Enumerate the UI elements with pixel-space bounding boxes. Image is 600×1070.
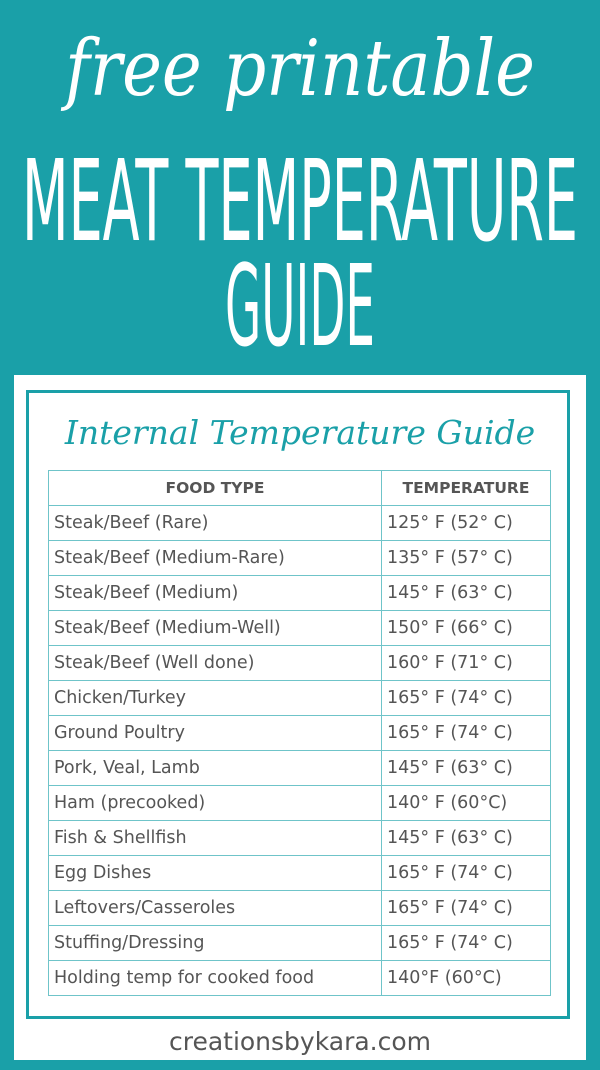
temperature: 165° F (74° C): [381, 855, 551, 891]
food-type: Steak/Beef (Well done): [48, 645, 382, 681]
header: free printable MEAT TEMPERATURE GUIDE: [22, 24, 578, 370]
card: Internal Temperature Guide FOOD TYPE TEM…: [14, 375, 586, 1060]
food-type: Steak/Beef (Medium): [48, 575, 382, 611]
table-row: Ground Poultry 165° F (74° C): [48, 715, 551, 751]
frame: [26, 390, 570, 1019]
food-type: Steak/Beef (Medium-Rare): [48, 540, 382, 576]
table-row: Leftovers/Casseroles 165° F (74° C): [48, 890, 551, 926]
temperature: 160° F (71° C): [381, 645, 551, 681]
temperature: 165° F (74° C): [381, 680, 551, 716]
table-row: Chicken/Turkey 165° F (74° C): [48, 680, 551, 716]
header-row: FOOD TYPE TEMPERATURE: [48, 470, 551, 506]
header-line: free printable: [61, 24, 535, 114]
temperature: 145° F (63° C): [381, 750, 551, 786]
footer: creationsbykara.com: [168, 1027, 432, 1056]
food-type: Pork, Veal, Lamb: [48, 750, 382, 786]
table-row: Steak/Beef (Well done) 160° F (71° C): [48, 645, 551, 681]
food-type: Fish & Shellfish: [48, 820, 382, 856]
header-line: GUIDE: [225, 242, 375, 370]
card-title: Internal Temperature Guide: [64, 413, 536, 452]
table: FOOD TYPE TEMPERATURE Steak/Beef (Rare) 1…: [48, 470, 551, 996]
food-type: Steak/Beef (Rare): [48, 505, 382, 541]
column-header: FOOD TYPE: [48, 470, 382, 506]
temperature: 145° F (63° C): [381, 820, 551, 856]
temperature: 165° F (74° C): [381, 890, 551, 926]
table-row: Egg Dishes 165° F (74° C): [48, 855, 551, 891]
food-type: Ham (precooked): [48, 785, 382, 821]
food-type: Holding temp for cooked food: [48, 960, 382, 996]
table-row: Ham (precooked) 140° F (60°C): [48, 785, 551, 821]
header-line: MEAT TEMPERATURE: [22, 137, 578, 267]
table-row: Steak/Beef (Medium-Rare) 135° F (57° C): [48, 540, 551, 576]
temperature: 145° F (63° C): [381, 575, 551, 611]
table-body: Steak/Beef (Rare) 125° F (52° C) Steak/Bee…: [48, 505, 551, 996]
temperature: 135° F (57° C): [381, 540, 551, 576]
temperature: 140° F (60°C): [381, 785, 551, 821]
temperature: 125° F (52° C): [381, 505, 551, 541]
table-row: Stuffing/Dressing 165° F (74° C): [48, 925, 551, 961]
table-row: Pork, Veal, Lamb 145° F (63° C): [48, 750, 551, 786]
food-type: Chicken/Turkey: [48, 680, 382, 716]
table-row: Holding temp for cooked food 140°F (60°C): [48, 960, 551, 996]
food-type: Egg Dishes: [48, 855, 382, 891]
food-type: Leftovers/Casseroles: [48, 890, 382, 926]
temperature: 140°F (60°C): [381, 960, 551, 996]
table-row: Steak/Beef (Medium) 145° F (63° C): [48, 575, 551, 611]
food-type: Ground Poultry: [48, 715, 382, 751]
temperature: 165° F (74° C): [381, 925, 551, 961]
temperature: 165° F (74° C): [381, 715, 551, 751]
table-row: Steak/Beef (Rare) 125° F (52° C): [48, 505, 551, 541]
food-type: Steak/Beef (Medium-Well): [48, 610, 382, 646]
table-row: Steak/Beef (Medium-Well) 150° F (66° C): [48, 610, 551, 646]
table-row: Fish & Shellfish 145° F (63° C): [48, 820, 551, 856]
temperature: 150° F (66° C): [381, 610, 551, 646]
column-header: TEMPERATURE: [381, 470, 551, 506]
food-type: Stuffing/Dressing: [48, 925, 382, 961]
